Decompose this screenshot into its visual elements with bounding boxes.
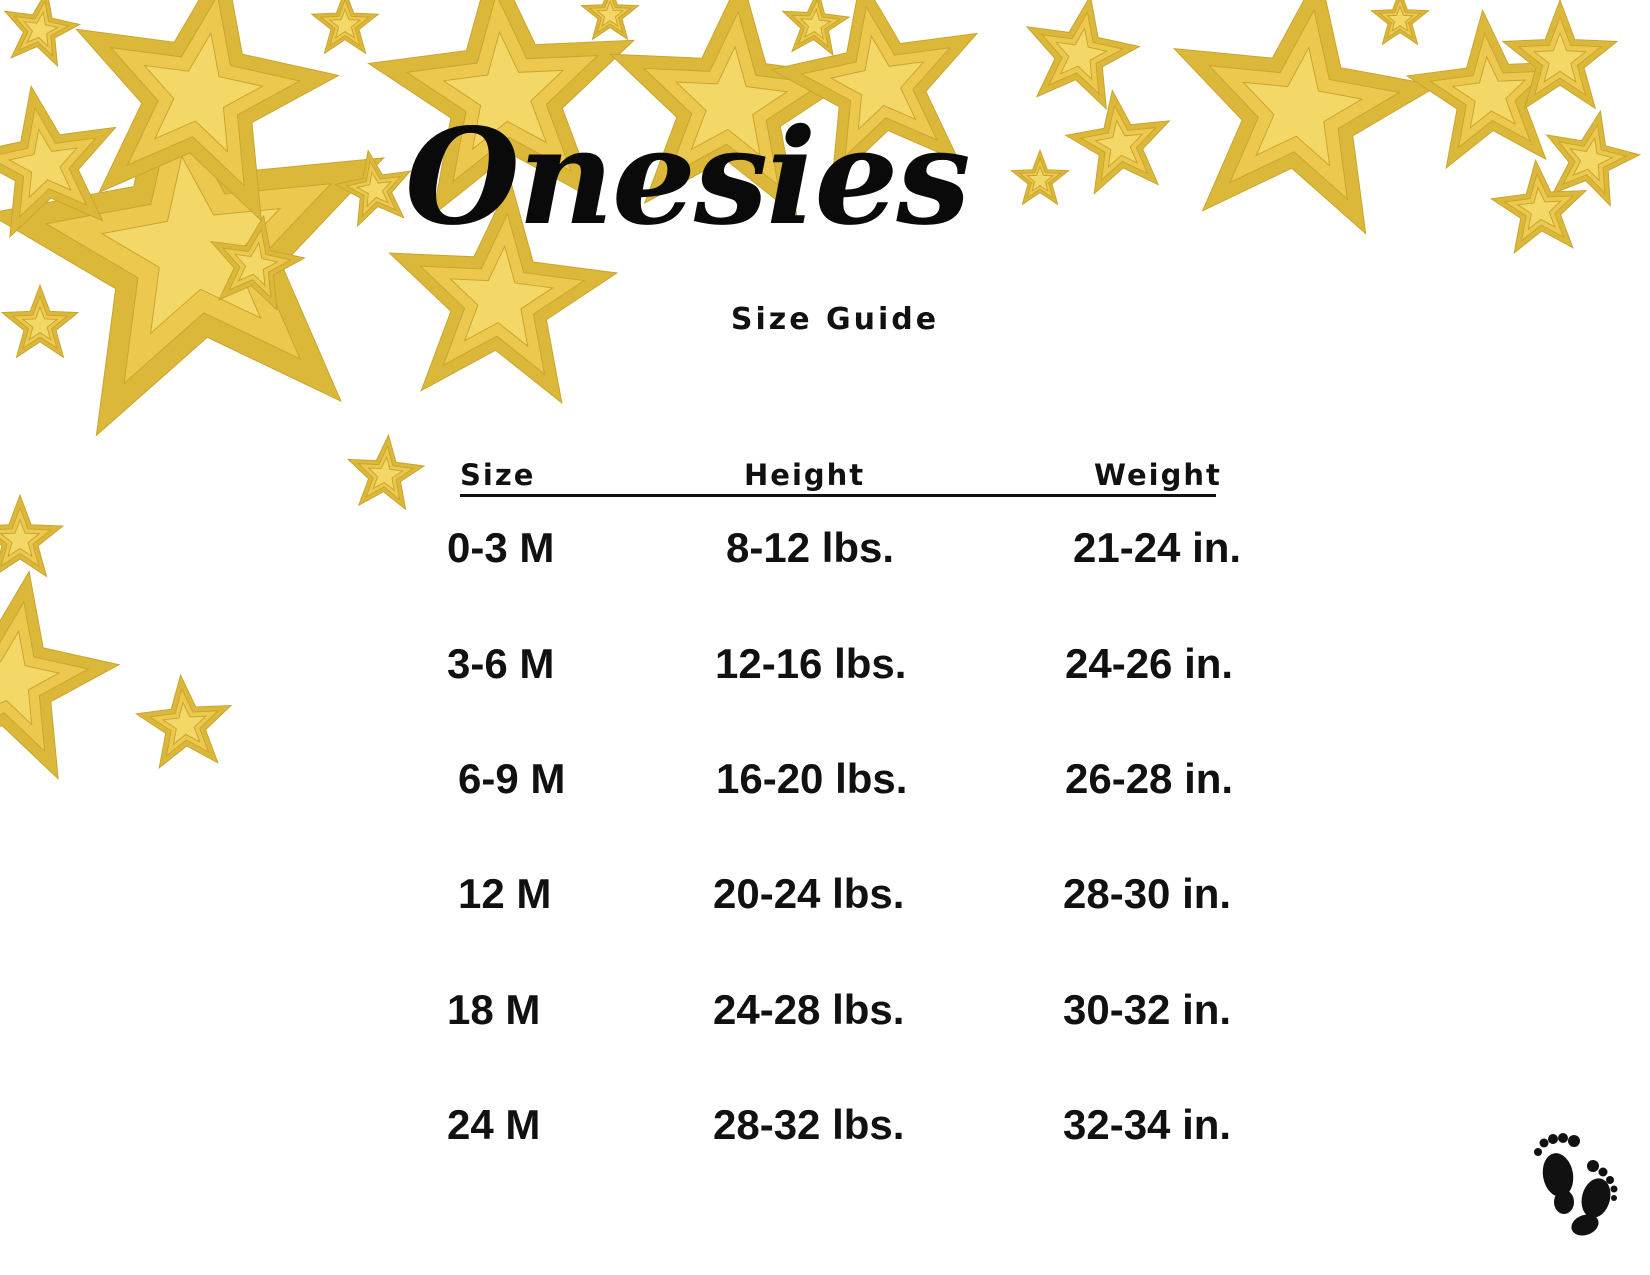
cell-weight: 21-24 in. [1073,524,1242,571]
cell-size: 6-9 M [458,755,566,802]
star-shape [799,7,832,40]
cell-size: 18 M [447,986,541,1033]
star-shape [1385,5,1415,33]
cell-size: 0-3 M [447,524,555,571]
page-title: Onesies [405,100,971,255]
star-shape [328,7,362,39]
cell-size: 24 M [447,1101,541,1148]
cell-weight: 30-32 in. [1063,986,1232,1033]
cell-height: 24-28 lbs. [713,986,905,1033]
cell-weight: 26-28 in. [1065,755,1234,802]
header-height: Height [744,458,866,492]
cell-weight: 28-30 in. [1063,870,1232,917]
star-shape [595,0,625,28]
star-shape [0,518,41,558]
star-shape [7,128,79,199]
star-shape [233,241,279,287]
star-shape [22,10,60,48]
star-shape [1532,31,1588,83]
star-shape [1569,136,1614,182]
star-shape [0,629,61,726]
star-shape [367,455,404,492]
header-weight: Weight [1094,458,1222,492]
cell-height: 28-32 lbs. [713,1101,905,1148]
star-shape [1025,165,1055,193]
star-shape [143,31,264,153]
star-shape [829,34,925,131]
cell-weight: 32-34 in. [1063,1101,1232,1148]
star-shape [1094,119,1144,169]
cell-weight: 24-26 in. [1065,640,1234,687]
star-shape [1054,27,1109,81]
star-shape [674,45,789,157]
header-size: Size [460,458,536,492]
star-shape [442,30,565,151]
star-shape [21,305,59,341]
cell-height: 20-24 lbs. [713,870,905,917]
cell-size: 3-6 M [447,640,555,687]
star-shape [1242,46,1364,167]
cell-height: 16-20 lbs. [716,755,908,802]
table-header: Size Height Weight [460,458,1220,497]
cell-height: 12-16 lbs. [715,640,907,687]
page-subtitle: Size Guide [730,302,940,337]
star-shape [448,244,554,348]
cell-size: 12 M [458,870,552,917]
star-shape [355,170,393,208]
star-shape [1451,55,1527,130]
star-shape [161,701,208,746]
baby-footprints-icon [1534,1133,1618,1236]
star-shape [1516,186,1563,231]
cell-height: 8-12 lbs. [726,524,895,571]
